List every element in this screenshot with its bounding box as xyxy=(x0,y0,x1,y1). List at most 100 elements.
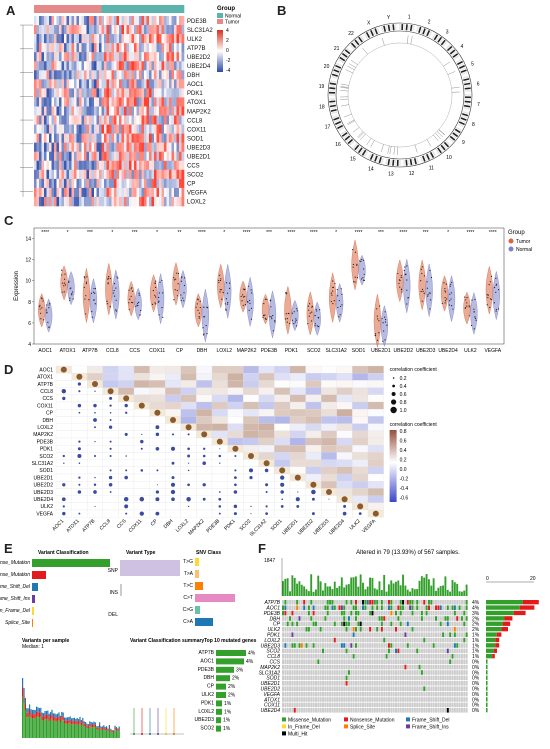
top-bar xyxy=(418,580,421,596)
oncoplot-cell xyxy=(350,610,353,616)
oncoplot-cell xyxy=(411,648,414,654)
x-tick-label: SCO2 xyxy=(307,348,321,354)
heatmap-cell xyxy=(66,115,70,125)
oncoplot-cell xyxy=(418,702,421,708)
oncoplot-cell xyxy=(338,621,341,627)
corr-cell xyxy=(305,430,322,439)
oncoplot-cell xyxy=(333,708,336,713)
heatmap-cell xyxy=(149,178,152,189)
oncoplot-cell xyxy=(289,600,292,605)
oncoplot-cell xyxy=(423,637,426,643)
oncoplot-cell xyxy=(364,654,367,659)
oncoplot-cell xyxy=(423,648,426,654)
top-gene-pct: 2% xyxy=(232,676,240,682)
heatmap-cell xyxy=(149,115,152,125)
oncoplot-cell xyxy=(399,675,402,681)
heatmap-cell xyxy=(129,169,132,180)
group-bar-cell xyxy=(81,5,85,13)
oncoplot-cell xyxy=(319,637,322,643)
oncoplot-cell xyxy=(402,670,405,675)
oncoplot-cell xyxy=(324,654,327,659)
oncoplot-cell xyxy=(404,681,407,686)
chromosome-label: 13 xyxy=(388,171,394,177)
oncoplot-cell xyxy=(284,643,287,648)
corr-cell xyxy=(196,423,213,431)
oncoplot-cell xyxy=(312,605,315,610)
data-point xyxy=(182,297,184,299)
oncoplot-cell xyxy=(392,627,395,632)
heatmap-cell xyxy=(169,178,172,189)
heatmap-cell xyxy=(36,151,40,162)
data-point xyxy=(139,314,141,316)
data-point xyxy=(489,306,491,309)
heatmap-cell xyxy=(159,61,162,71)
oncoplot-cell xyxy=(331,659,334,664)
cytoband xyxy=(349,140,355,146)
oncoplot-cell xyxy=(390,600,393,605)
heatmap-cell xyxy=(36,79,40,89)
oncoplot-cell xyxy=(380,654,383,659)
heatmap-cell xyxy=(91,25,95,35)
oncoplot-cell xyxy=(362,632,365,637)
heatmap-cell xyxy=(101,61,105,71)
oncoplot-cell xyxy=(439,702,442,708)
corr-cell xyxy=(274,365,291,374)
heatmap-cell xyxy=(181,178,185,189)
heatmap-cell xyxy=(154,178,157,189)
oncoplot-cell xyxy=(291,691,294,697)
sample-bar xyxy=(29,709,31,715)
oncoplot-cell xyxy=(322,610,325,616)
sample-bar xyxy=(118,729,120,738)
oncoplot-cell xyxy=(338,648,341,654)
oncoplot-cell xyxy=(298,621,301,627)
data-point xyxy=(386,324,388,326)
heatmap-cell xyxy=(149,52,152,62)
violin-normal xyxy=(380,305,388,348)
cytoband xyxy=(458,65,466,69)
oncoplot-cell xyxy=(314,616,317,621)
oncoplot-cell xyxy=(376,670,379,675)
sample-bar xyxy=(27,712,29,718)
sig-dot xyxy=(187,454,191,458)
oncoplot-cell xyxy=(456,600,459,605)
oncoplot-cell xyxy=(340,664,343,670)
corr-cell xyxy=(243,445,259,453)
oncoplot-cell xyxy=(369,654,372,659)
oncoplot-cell xyxy=(352,643,355,648)
data-point xyxy=(330,300,332,303)
data-point xyxy=(69,299,71,301)
heatmap-cell xyxy=(64,106,67,116)
sig-cell xyxy=(196,437,213,446)
oncoplot-cell xyxy=(458,632,461,637)
sig-dot xyxy=(202,461,206,465)
heatmap-cell xyxy=(169,196,172,207)
oncoplot-cell xyxy=(310,708,313,713)
oncoplot-cell xyxy=(463,659,466,664)
heatmap-cell xyxy=(161,70,165,80)
heatmap-cell xyxy=(99,187,102,198)
data-point xyxy=(374,334,376,336)
panel-a-heatmap: PDE3BSLC31A2ULK2ATP7BUBE2D2UBE2D4DBHAOC1… xyxy=(20,5,241,207)
sig-dot xyxy=(281,498,284,501)
heatmap-cell xyxy=(81,196,85,207)
oncoplot-cell xyxy=(314,605,317,610)
sample-bar xyxy=(78,721,80,725)
diag-marker xyxy=(216,438,223,445)
oncoplot-cell xyxy=(284,686,287,691)
heatmap-cell xyxy=(61,178,65,189)
oncoplot-cell xyxy=(300,664,303,670)
heatmap-cell xyxy=(76,124,80,134)
heatmap-cell xyxy=(104,178,107,189)
oncoplot-cell xyxy=(352,691,355,697)
heatmap-cell xyxy=(86,169,90,180)
oncoplot-cell xyxy=(369,664,372,670)
heatmap-cell xyxy=(149,16,152,26)
sample-bar xyxy=(106,729,108,738)
heatmap-cell xyxy=(126,79,130,89)
cytoband xyxy=(392,24,395,31)
sig-cell xyxy=(55,423,72,431)
corr-cell xyxy=(211,423,228,431)
heatmap-cell xyxy=(89,106,92,116)
heatmap-cell xyxy=(141,88,145,98)
oncoplot-cell xyxy=(369,632,372,637)
